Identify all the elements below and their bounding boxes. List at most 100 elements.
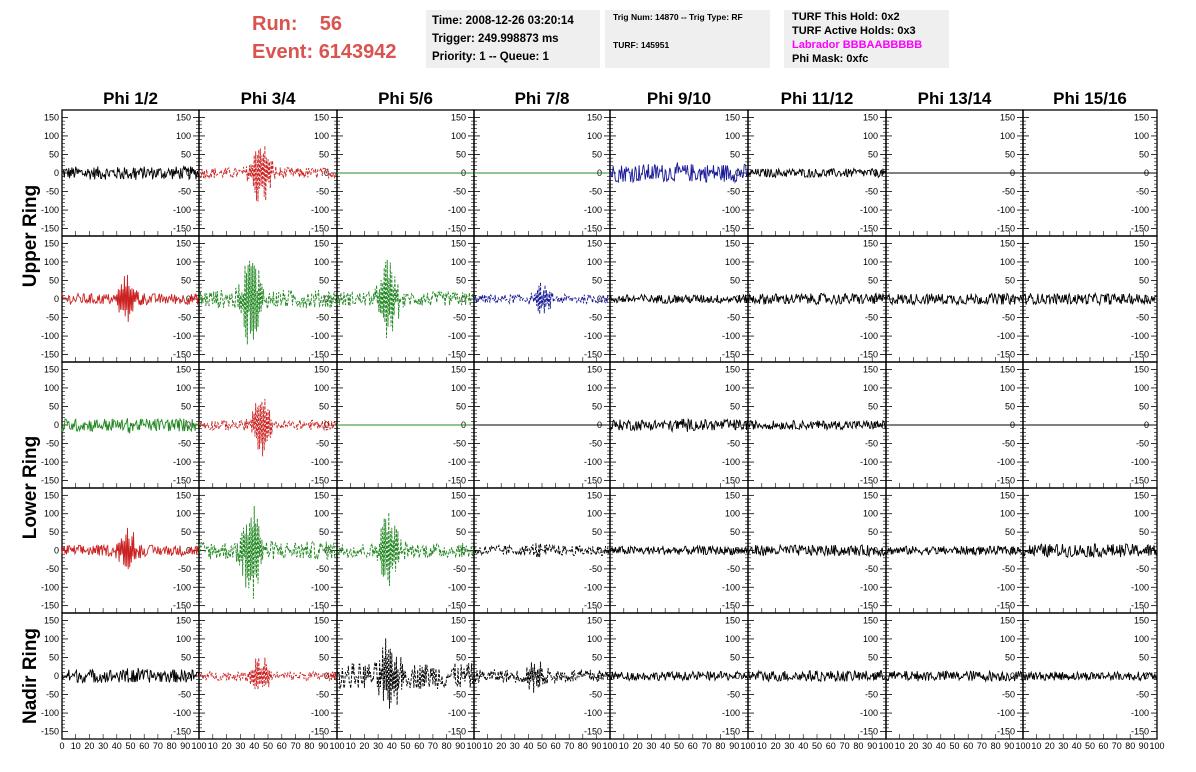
x-tick-label: 30	[510, 741, 520, 751]
y-tick-label: -50	[865, 439, 878, 449]
y-tick-label: 150	[587, 615, 602, 625]
y-tick-label: 100	[44, 383, 59, 393]
x-tick-label: 10	[1031, 741, 1041, 751]
y-tick-label: 100	[314, 257, 329, 267]
y-tick-label: -50	[1002, 564, 1015, 574]
y-tick-label: -100	[722, 331, 740, 341]
y-tick-label: 100	[587, 509, 602, 519]
y-tick-label: 100	[587, 257, 602, 267]
waveform-trace	[1022, 670, 1158, 682]
y-tick-label: 150	[176, 112, 191, 122]
panel-frame	[198, 361, 338, 489]
waveform-panel: 150 150 100 100 50 50 0 0 -50 -50 -100 -100 -150 -150…	[41, 612, 207, 751]
y-tick-label: 150	[451, 112, 466, 122]
y-tick-label: -100	[311, 708, 329, 718]
x-tick-label: 100	[191, 741, 206, 751]
y-tick-label: -100	[448, 205, 466, 215]
run-event-header: Run: 56 Event: 6143942	[252, 10, 422, 70]
y-tick-label: -150	[311, 727, 329, 737]
trig-info-box: Trig Num: 14870 -- Trig Type: RF TURF: 1…	[605, 10, 770, 68]
y-tick-label: 100	[863, 509, 878, 519]
column-header: Phi 9/10	[647, 89, 711, 108]
y-tick-label: -150	[997, 476, 1015, 486]
y-tick-label: 0	[54, 546, 59, 556]
y-tick-label: -50	[453, 187, 466, 197]
x-tick-label: 80	[578, 741, 588, 751]
y-tick-label: 150	[314, 238, 329, 248]
priority-text: Priority: 1 -- Queue: 1	[432, 51, 549, 63]
y-tick-label: -100	[448, 708, 466, 718]
y-tick-label: -50	[178, 564, 191, 574]
y-tick-label: -100	[41, 331, 59, 341]
waveform-trace	[747, 419, 887, 431]
y-tick-label: 150	[314, 112, 329, 122]
y-tick-label: 150	[314, 615, 329, 625]
y-tick-label: 150	[1134, 490, 1149, 500]
y-tick-label: 50	[730, 149, 740, 159]
y-tick-label: -100	[997, 708, 1015, 718]
x-tick-label: 30	[784, 741, 794, 751]
y-tick-label: -150	[860, 350, 878, 360]
y-tick-label: 50	[49, 275, 59, 285]
y-tick-label: 150	[1134, 238, 1149, 248]
y-tick-label: 100	[44, 131, 59, 141]
waveform-trace	[609, 162, 749, 184]
y-tick-label: -50	[1002, 313, 1015, 323]
y-tick-label: 100	[725, 634, 740, 644]
waveform-trace	[609, 544, 749, 556]
x-tick-label: 100	[602, 741, 617, 751]
x-tick-label: 40	[112, 741, 122, 751]
x-tick-label: 40	[523, 741, 533, 751]
x-tick-label: 40	[660, 741, 670, 751]
y-tick-label: 50	[592, 401, 602, 411]
y-tick-label: -150	[584, 601, 602, 611]
y-tick-label: -100	[311, 457, 329, 467]
y-tick-label: -100	[1131, 457, 1149, 467]
y-tick-label: 0	[1010, 294, 1015, 304]
y-tick-label: -150	[173, 601, 191, 611]
y-tick-label: -50	[865, 564, 878, 574]
y-tick-label: 50	[592, 149, 602, 159]
y-tick-label: -150	[1131, 350, 1149, 360]
y-tick-label: 150	[44, 364, 59, 374]
y-tick-label: 150	[863, 364, 878, 374]
y-tick-label: 50	[456, 275, 466, 285]
y-tick-label: 50	[592, 652, 602, 662]
y-tick-label: 100	[725, 509, 740, 519]
y-tick-label: 50	[181, 652, 191, 662]
waveform-trace	[1022, 291, 1158, 307]
x-tick-label: 40	[936, 741, 946, 751]
y-tick-label: -100	[1131, 331, 1149, 341]
y-tick-label: -100	[860, 205, 878, 215]
waveform-trace	[609, 417, 749, 434]
y-tick-label: 50	[1005, 652, 1015, 662]
x-tick-label: 100	[1149, 741, 1164, 751]
y-tick-label: -150	[41, 601, 59, 611]
y-tick-label: -150	[41, 727, 59, 737]
y-tick-label: -150	[997, 727, 1015, 737]
y-tick-label: -150	[448, 224, 466, 234]
y-tick-label: 50	[1139, 149, 1149, 159]
y-tick-label: 0	[54, 420, 59, 430]
event-label: Event:	[252, 41, 314, 63]
y-tick-label: -50	[589, 439, 602, 449]
y-tick-label: -150	[448, 727, 466, 737]
run-label: Run:	[252, 13, 298, 35]
y-tick-label: -100	[860, 331, 878, 341]
y-tick-label: 50	[456, 149, 466, 159]
y-tick-label: -100	[173, 205, 191, 215]
x-tick-label: 80	[1125, 741, 1135, 751]
y-tick-label: 150	[1134, 364, 1149, 374]
y-tick-label: -150	[311, 350, 329, 360]
x-tick-label: 100	[329, 741, 344, 751]
